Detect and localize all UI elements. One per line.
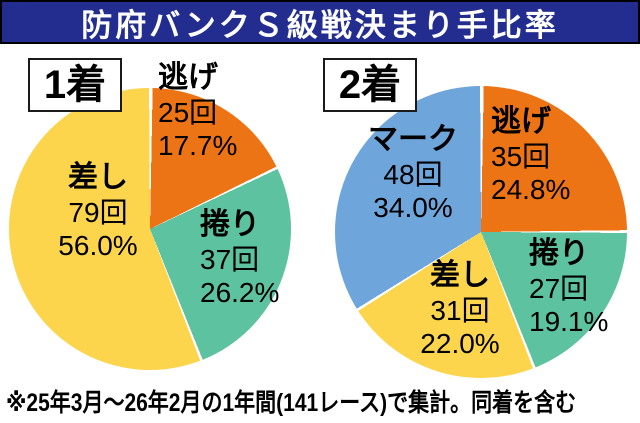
label-c1-nige: 逃げ 25回 17.7% xyxy=(158,59,237,162)
slice-count: 79回 xyxy=(68,197,128,228)
label-c2-nige: 逃げ 35回 24.8% xyxy=(491,103,570,206)
slice-count: 48回 xyxy=(383,159,443,190)
slice-name: 差し xyxy=(68,161,128,194)
label-c1-sashi: 差し 79回 56.0% xyxy=(18,159,178,262)
slice-name: 捲り xyxy=(200,208,260,241)
pie-chart-1st-place xyxy=(9,88,291,370)
slice-name: 逃げ xyxy=(491,105,551,138)
label-c2-makuri: 捲り 27回 19.1% xyxy=(529,235,608,338)
page-title: 防府バンクＳ級戦決まり手比率 xyxy=(81,7,559,43)
slice-percent: 22.0% xyxy=(420,328,500,359)
slice-percent: 26.2% xyxy=(200,277,280,308)
title-bar: 防府バンクＳ級戦決まり手比率 xyxy=(0,0,640,44)
rank-badge-1st: 1着 xyxy=(28,58,122,112)
slice-count: 37回 xyxy=(200,244,260,275)
slice-count: 27回 xyxy=(529,273,589,304)
label-c1-makuri: 捲り 37回 26.2% xyxy=(200,206,279,309)
slice-name: マーク xyxy=(368,123,458,156)
slice-percent: 19.1% xyxy=(529,306,609,337)
slice-count: 35回 xyxy=(491,141,551,172)
slice-percent: 56.0% xyxy=(58,230,138,261)
slice-percent: 34.0% xyxy=(373,192,453,223)
slice-percent: 24.8% xyxy=(491,174,571,205)
slice-count: 31回 xyxy=(430,295,490,326)
pie-chart-2nd-place xyxy=(335,86,627,378)
rank-badge-1st-label: 1着 xyxy=(43,63,107,107)
label-c2-mark: マーク 48回 34.0% xyxy=(333,121,493,224)
rank-badge-2nd-label: 2着 xyxy=(338,63,402,107)
slice-name: 捲り xyxy=(529,237,589,270)
label-c2-sashi: 差し 31回 22.0% xyxy=(380,257,540,360)
slice-name: 逃げ xyxy=(158,61,218,94)
footnote: ※25年3月〜26年2月の1年間(141レース)で集計。同着を含む xyxy=(6,389,577,417)
slice-percent: 17.7% xyxy=(158,130,238,161)
rank-badge-2nd: 2着 xyxy=(323,58,417,112)
slice-count: 25回 xyxy=(158,97,218,128)
slice-name: 差し xyxy=(430,259,490,292)
